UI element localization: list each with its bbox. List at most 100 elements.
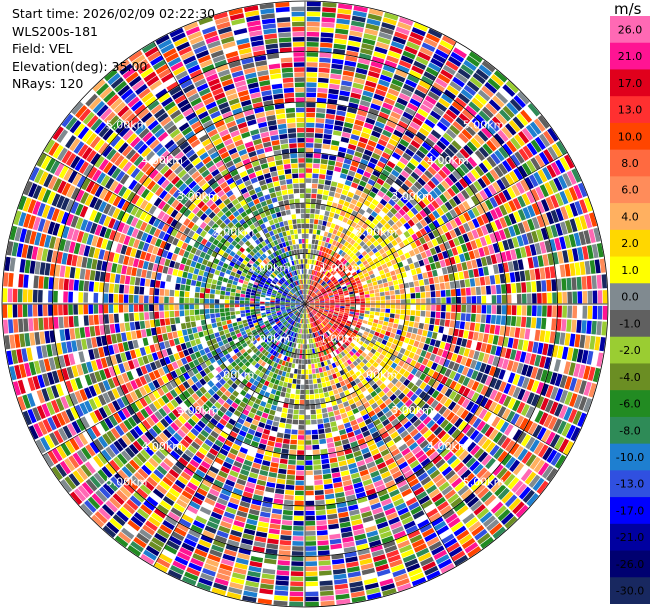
velocity-cell	[99, 420, 110, 432]
velocity-cell	[338, 270, 344, 276]
velocity-cell	[318, 179, 325, 185]
velocity-cell	[286, 418, 293, 424]
velocity-cell	[36, 405, 46, 420]
velocity-cell	[242, 192, 250, 199]
velocity-cell	[271, 176, 279, 182]
velocity-cell	[286, 184, 293, 190]
velocity-cell	[397, 187, 406, 196]
velocity-cell	[339, 293, 344, 297]
velocity-cell	[235, 260, 242, 266]
velocity-cell	[244, 325, 250, 331]
velocity-cell	[58, 427, 68, 442]
velocity-cell	[489, 196, 498, 208]
velocity-cell	[196, 209, 204, 218]
velocity-cell	[506, 157, 517, 170]
velocity-cell	[116, 264, 123, 274]
velocity-cell	[169, 128, 181, 139]
velocity-cell	[405, 201, 414, 210]
velocity-cell	[413, 181, 423, 190]
velocity-cell	[299, 178, 305, 183]
velocity-cell	[244, 179, 252, 187]
velocity-cell	[191, 224, 199, 232]
velocity-cell	[258, 263, 264, 269]
velocity-cell	[362, 269, 368, 275]
velocity-cell	[306, 72, 318, 78]
velocity-cell	[114, 155, 125, 167]
velocity-cell	[567, 249, 574, 263]
velocity-cell	[387, 50, 401, 59]
velocity-cell	[51, 414, 62, 429]
velocity-cell	[122, 341, 130, 352]
velocity-cell	[472, 72, 486, 85]
velocity-cell	[437, 169, 448, 179]
velocity-cell	[123, 294, 129, 303]
velocity-cell	[502, 189, 512, 201]
velocity-cell	[212, 138, 223, 146]
velocity-cell	[270, 300, 275, 303]
velocity-cell	[164, 182, 174, 192]
velocity-cell	[66, 227, 75, 240]
velocity-cell	[309, 285, 312, 290]
velocity-cell	[399, 156, 409, 166]
velocity-cell	[133, 155, 144, 167]
velocity-cell	[331, 58, 344, 65]
velocity-cell	[239, 199, 247, 207]
velocity-cell	[344, 261, 350, 267]
velocity-cell	[511, 236, 520, 248]
velocity-cell	[271, 425, 278, 432]
velocity-cell	[364, 294, 370, 298]
velocity-cell	[368, 108, 379, 116]
velocity-cell	[260, 279, 266, 284]
velocity-cell	[328, 282, 334, 287]
velocity-cell	[572, 291, 578, 304]
velocity-cell	[305, 284, 308, 289]
velocity-cell	[107, 378, 116, 389]
velocity-cell	[278, 249, 283, 255]
velocity-cell	[158, 230, 166, 240]
velocity-cell	[424, 118, 436, 129]
velocity-cell	[434, 158, 444, 169]
velocity-cell	[566, 170, 577, 185]
velocity-cell	[312, 163, 320, 169]
velocity-cell	[103, 90, 116, 103]
velocity-cell	[319, 297, 324, 300]
velocity-cell	[481, 60, 496, 73]
velocity-cell	[255, 311, 261, 315]
velocity-cell	[272, 144, 281, 151]
velocity-cell	[292, 173, 299, 179]
velocity-cell	[254, 143, 264, 150]
velocity-cell	[228, 194, 237, 202]
velocity-cell	[311, 259, 315, 265]
velocity-cell	[115, 353, 123, 364]
velocity-cell	[247, 285, 253, 290]
velocity-cell	[376, 237, 384, 244]
velocity-cell	[221, 133, 232, 142]
velocity-cell	[281, 62, 293, 68]
velocity-cell	[588, 228, 596, 244]
velocity-cell	[281, 296, 286, 299]
velocity-cell	[419, 228, 427, 236]
velocity-cell	[203, 30, 218, 40]
velocity-cell	[291, 260, 295, 266]
velocity-cell	[284, 168, 292, 175]
velocity-cell	[311, 280, 314, 286]
velocity-cell	[327, 273, 332, 278]
velocity-cell	[174, 221, 183, 230]
velocity-cell	[352, 248, 359, 255]
velocity-cell	[143, 384, 152, 394]
velocity-cell	[225, 315, 231, 321]
velocity-cell	[294, 293, 299, 297]
velocity-cell	[68, 291, 74, 303]
velocity-cell	[150, 183, 160, 194]
velocity-cell	[8, 319, 14, 334]
velocity-cell	[475, 238, 483, 248]
velocity-cell	[260, 308, 266, 311]
velocity-cell	[267, 120, 277, 126]
velocity-cell	[240, 330, 247, 336]
velocity-cell	[457, 235, 465, 245]
velocity-cell	[135, 197, 145, 208]
velocity-cell	[334, 192, 341, 199]
velocity-cell	[198, 331, 204, 338]
velocity-cell	[280, 308, 286, 311]
velocity-cell	[160, 281, 166, 289]
